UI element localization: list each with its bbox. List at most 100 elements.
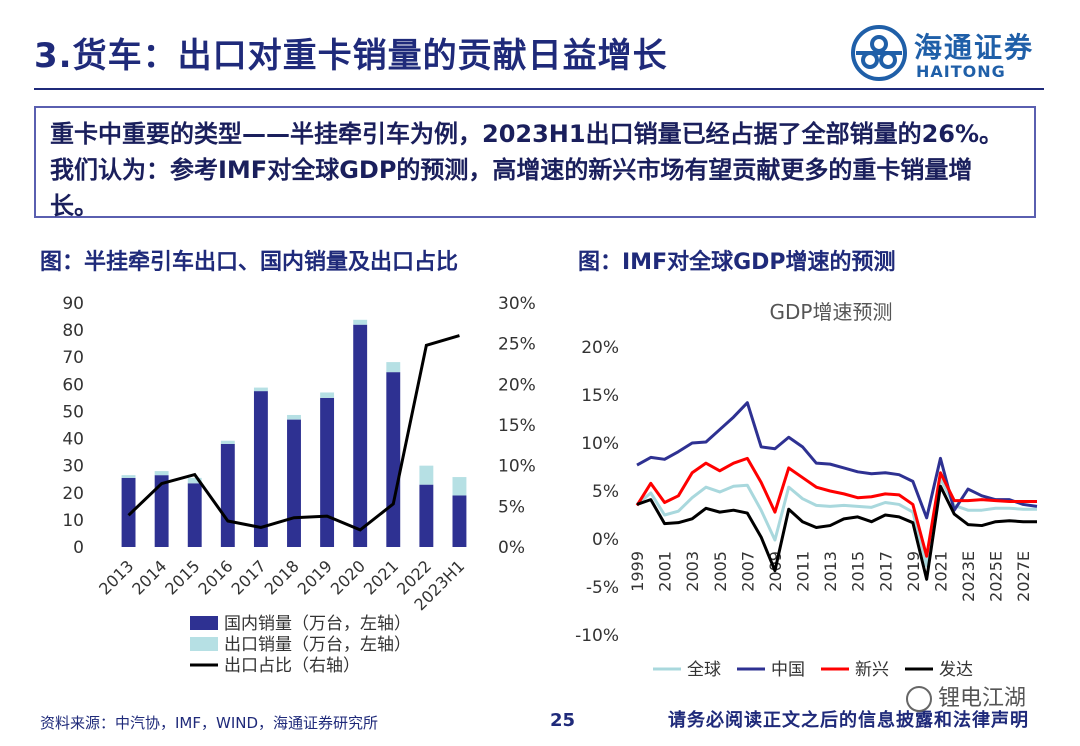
bar-domestic xyxy=(353,324,368,547)
watermark-text: 锂电江湖 xyxy=(938,686,1027,711)
y-left-tick-label: 60 xyxy=(62,375,84,395)
x-tick-label: 2025E xyxy=(987,551,1006,602)
x-tick-label: 2005 xyxy=(711,551,730,592)
y-right-tick-label: 0% xyxy=(498,538,525,558)
bar-domestic xyxy=(253,391,268,547)
y-left-tick-label: 40 xyxy=(62,430,84,450)
right-chart-caption: 图：IMF对全球GDP增速的预测 xyxy=(578,250,896,275)
y-tick-label: -5% xyxy=(586,578,619,598)
watermark: 锂电江湖 xyxy=(906,680,1026,712)
legend-swatch xyxy=(190,637,218,651)
y-right-tick-label: 10% xyxy=(498,457,536,477)
logo-en-text: HAITONG xyxy=(916,62,1006,81)
legend-label: 国内销量（万台，左轴） xyxy=(224,614,411,634)
bar-domestic xyxy=(419,484,434,547)
header-divider xyxy=(34,88,1044,90)
legend-label: 新兴 xyxy=(855,660,889,680)
bar-domestic xyxy=(121,477,136,547)
y-left-tick-label: 0 xyxy=(73,538,84,558)
y-tick-label: 5% xyxy=(592,482,619,502)
bar-domestic xyxy=(187,483,202,547)
x-tick-label: 2021 xyxy=(360,556,402,598)
bar-export xyxy=(419,465,434,485)
y-left-tick-label: 30 xyxy=(62,457,84,477)
bar-export xyxy=(386,362,401,373)
y-tick-label: 15% xyxy=(581,386,619,406)
legend-label: 全球 xyxy=(687,660,721,680)
y-left-tick-label: 50 xyxy=(62,402,84,422)
x-tick-label: 2019 xyxy=(904,551,923,592)
x-tick-label: 2023E xyxy=(959,551,978,602)
x-tick-label: 2016 xyxy=(194,556,236,598)
y-left-tick-label: 80 xyxy=(62,321,84,341)
page-number: 25 xyxy=(550,710,576,731)
wechat-icon xyxy=(906,686,932,712)
y-right-tick-label: 30% xyxy=(498,294,536,314)
y-right-tick-label: 20% xyxy=(498,375,536,395)
bar-export xyxy=(320,392,335,398)
y-left-tick-label: 70 xyxy=(62,348,84,368)
x-tick-label: 2017 xyxy=(228,556,270,598)
haitong-logo: 海通证券 HAITONG xyxy=(850,24,1050,82)
x-tick-label: 2027E xyxy=(1014,551,1033,602)
logo-cn-text: 海通证券 xyxy=(914,31,1035,64)
legend-label: 中国 xyxy=(771,660,805,680)
y-tick-label: -10% xyxy=(575,626,619,646)
bar-domestic xyxy=(287,419,301,547)
y-right-tick-label: 25% xyxy=(498,335,536,355)
y-tick-label: 10% xyxy=(581,434,619,454)
legend-swatch xyxy=(190,616,218,630)
bar-export xyxy=(287,414,301,420)
bar-domestic xyxy=(154,475,169,547)
x-tick-label: 1999 xyxy=(628,551,647,592)
bar-export xyxy=(353,319,368,325)
left-chart-caption: 图：半挂牵引车出口、国内销量及出口占比 xyxy=(40,250,459,275)
bar-export xyxy=(154,471,169,476)
bar-export xyxy=(253,387,268,392)
bar-domestic xyxy=(220,443,235,547)
x-tick-label: 2013 xyxy=(95,556,137,598)
y-tick-label: 20% xyxy=(581,338,619,358)
bar-domestic xyxy=(320,397,335,547)
x-tick-label: 2003 xyxy=(683,551,702,592)
bar-export xyxy=(187,477,202,484)
legend-label: 发达 xyxy=(939,660,973,680)
x-tick-label: 2017 xyxy=(876,551,895,592)
y-right-tick-label: 5% xyxy=(498,497,525,517)
y-left-tick-label: 10 xyxy=(62,511,84,531)
x-tick-label: 2021 xyxy=(931,551,950,592)
bar-export xyxy=(220,440,235,444)
x-tick-label: 2014 xyxy=(128,556,170,598)
x-tick-label: 2018 xyxy=(261,556,303,598)
bar-export xyxy=(452,477,467,496)
series-line-全球 xyxy=(636,477,1037,568)
gdp-forecast-chart: GDP增速预测 -10% -5% 0% 5% 10% 15% 20% 1999 2001 2003 2… xyxy=(575,300,1038,680)
summary-box: 重卡中重要的类型——半挂牵引车为例，2023H1出口销量已经占据了全部销量的26… xyxy=(34,106,1036,220)
legend-label: 出口占比（右轴） xyxy=(224,656,360,676)
y-left-tick-label: 20 xyxy=(62,484,84,504)
bar-domestic xyxy=(452,495,467,547)
x-tick-label: 2019 xyxy=(294,556,336,598)
series-line-新兴 xyxy=(635,456,1037,558)
x-tick-label: 2011 xyxy=(794,551,813,592)
truck-sales-chart: 0 10 20 30 40 50 60 70 80 90 0% 5% 10% 15% 20% 25% 30% 20… xyxy=(62,294,536,676)
y-right-tick-label: 15% xyxy=(498,416,536,436)
disclaimer-note: 请务必阅读正文之后的信息披露和法律声明 xyxy=(668,710,1029,731)
series-line-发达 xyxy=(636,484,1037,581)
x-tick-label: 2015 xyxy=(161,556,203,598)
x-tick-label: 2015 xyxy=(849,551,868,592)
y-tick-label: 0% xyxy=(592,530,619,550)
y-left-tick-label: 90 xyxy=(62,294,84,314)
chart-title: GDP增速预测 xyxy=(770,300,893,324)
series-line-export-ratio xyxy=(127,334,460,532)
bar-domestic xyxy=(386,372,401,547)
legend-label: 出口销量（万台，左轴） xyxy=(224,635,411,655)
x-tick-label: 2020 xyxy=(327,556,369,598)
series-line-中国 xyxy=(636,401,1038,520)
x-tick-label: 2013 xyxy=(821,551,840,592)
bar-export xyxy=(121,475,136,478)
x-tick-label: 2001 xyxy=(656,551,675,592)
haitong-logo-icon xyxy=(851,25,907,81)
x-tick-label: 2007 xyxy=(738,551,757,592)
source-note: 资料来源：中汽协，IMF，WIND，海通证券研究所 xyxy=(40,714,379,732)
